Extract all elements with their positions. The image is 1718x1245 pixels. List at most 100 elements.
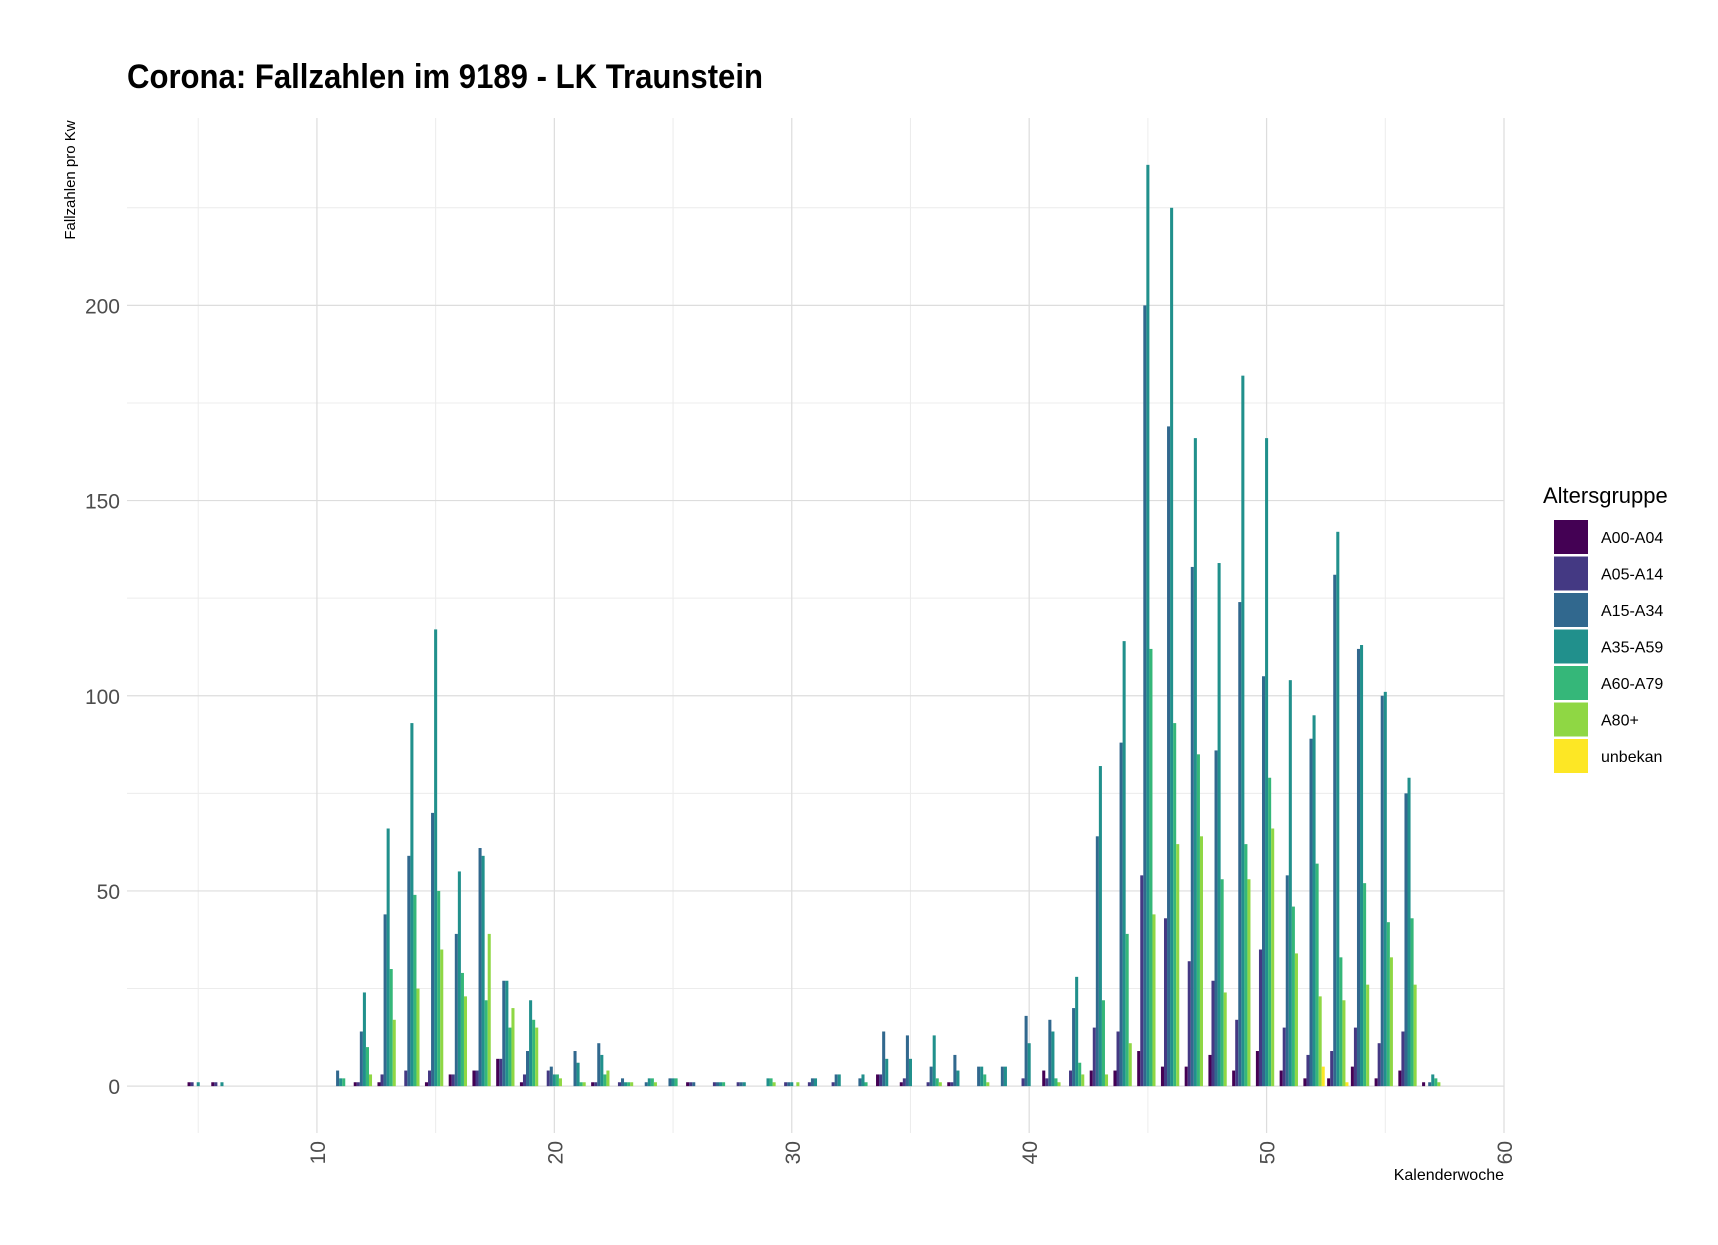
bar bbox=[1054, 1078, 1058, 1087]
bar bbox=[558, 1078, 562, 1087]
bar bbox=[784, 1082, 788, 1087]
bar bbox=[1152, 914, 1156, 1087]
bar bbox=[362, 992, 366, 1087]
bar bbox=[1366, 984, 1370, 1087]
bar bbox=[457, 871, 461, 1087]
legend-label: A35-A59 bbox=[1601, 640, 1663, 657]
bar bbox=[1294, 953, 1298, 1087]
bar bbox=[1113, 1070, 1117, 1087]
bar bbox=[1075, 976, 1079, 1087]
bar bbox=[190, 1082, 194, 1087]
bar bbox=[603, 1074, 607, 1087]
bar bbox=[1211, 980, 1215, 1087]
bar bbox=[953, 1054, 957, 1087]
legend-label: unbekan bbox=[1601, 749, 1662, 766]
bar bbox=[336, 1070, 340, 1087]
legend-swatch bbox=[1554, 739, 1588, 773]
bar bbox=[1374, 1078, 1378, 1087]
bar bbox=[742, 1082, 746, 1087]
bar bbox=[879, 1074, 883, 1087]
bar bbox=[813, 1078, 818, 1087]
bar bbox=[499, 1058, 503, 1087]
bar bbox=[454, 933, 458, 1087]
bar bbox=[428, 1070, 432, 1087]
bar bbox=[834, 1074, 838, 1087]
bar bbox=[591, 1082, 595, 1087]
bar bbox=[1268, 777, 1272, 1087]
bar bbox=[686, 1082, 690, 1087]
bar bbox=[739, 1082, 743, 1087]
bar bbox=[1428, 1082, 1432, 1087]
bar bbox=[484, 1000, 488, 1087]
bar bbox=[1437, 1082, 1441, 1087]
bar bbox=[552, 1074, 556, 1087]
bar bbox=[1360, 645, 1364, 1087]
bar bbox=[1092, 1027, 1096, 1087]
bar bbox=[902, 1078, 906, 1087]
bar bbox=[671, 1078, 675, 1087]
bar bbox=[983, 1074, 987, 1087]
bar bbox=[434, 629, 438, 1087]
bar bbox=[392, 1019, 396, 1087]
bar bbox=[1098, 766, 1102, 1087]
bar bbox=[938, 1082, 942, 1087]
bar bbox=[1122, 641, 1126, 1087]
legend-label: A15-A34 bbox=[1601, 603, 1663, 620]
bar bbox=[451, 1074, 455, 1087]
bar bbox=[769, 1078, 773, 1087]
bar bbox=[546, 1070, 550, 1087]
bar bbox=[1184, 1066, 1188, 1087]
y-tick-label: 200 bbox=[85, 295, 120, 318]
bar bbox=[715, 1082, 720, 1087]
bar bbox=[692, 1082, 696, 1087]
bar bbox=[594, 1082, 598, 1087]
bar bbox=[555, 1074, 559, 1087]
bar bbox=[1363, 883, 1367, 1087]
bar bbox=[196, 1082, 200, 1087]
bar bbox=[1262, 676, 1266, 1087]
y-tick-label: 50 bbox=[97, 881, 120, 904]
bar bbox=[617, 1082, 621, 1087]
bar bbox=[1214, 750, 1218, 1087]
bar bbox=[1045, 1078, 1049, 1087]
x-axis-label: Kalenderwoche bbox=[1394, 1167, 1504, 1184]
bar bbox=[1081, 1074, 1085, 1087]
bar bbox=[1190, 566, 1194, 1087]
bar bbox=[882, 1031, 886, 1087]
bar bbox=[496, 1058, 500, 1087]
bar bbox=[359, 1031, 363, 1087]
bar bbox=[1027, 1043, 1031, 1087]
bar bbox=[535, 1027, 539, 1087]
bar bbox=[1193, 438, 1197, 1087]
chart-title: Corona: Fallzahlen im 9189 - LK Traunste… bbox=[127, 58, 763, 96]
bar bbox=[1333, 574, 1337, 1087]
bar bbox=[1413, 984, 1417, 1087]
bar bbox=[1024, 1015, 1028, 1087]
bar bbox=[627, 1082, 631, 1087]
bar bbox=[630, 1082, 634, 1087]
bar bbox=[837, 1074, 841, 1087]
bar bbox=[899, 1082, 903, 1087]
bar bbox=[1057, 1082, 1061, 1087]
legend-label: A05-A14 bbox=[1601, 567, 1663, 584]
bar bbox=[1407, 777, 1411, 1087]
bar bbox=[1101, 1000, 1105, 1087]
bar bbox=[1163, 918, 1168, 1087]
bar bbox=[1339, 957, 1343, 1087]
bar bbox=[502, 980, 506, 1087]
x-tick-label: 20 bbox=[544, 1141, 567, 1164]
bar bbox=[1176, 844, 1180, 1087]
y-tick-label: 0 bbox=[108, 1076, 120, 1099]
bar bbox=[977, 1066, 981, 1087]
bar bbox=[404, 1070, 408, 1087]
bar bbox=[579, 1082, 583, 1087]
bar bbox=[1422, 1082, 1426, 1087]
bar bbox=[1048, 1019, 1052, 1087]
bar bbox=[1247, 879, 1251, 1087]
x-tick-label: 10 bbox=[307, 1141, 330, 1164]
bar bbox=[508, 1027, 512, 1087]
bar bbox=[1342, 1000, 1346, 1087]
x-tick-label: 50 bbox=[1257, 1141, 1280, 1164]
bar bbox=[736, 1082, 740, 1087]
